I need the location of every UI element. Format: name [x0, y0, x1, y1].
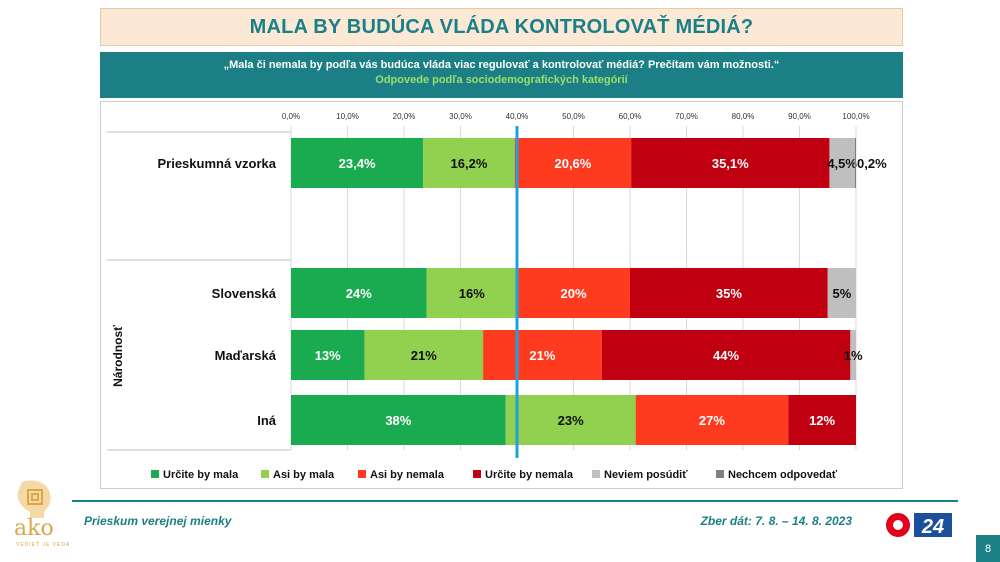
- bar-segment: [788, 395, 856, 445]
- bar-segment: [291, 268, 427, 318]
- bar-segment: [505, 395, 636, 445]
- x-tick-label: 20,0%: [393, 112, 416, 121]
- x-tick-label: 90,0%: [788, 112, 811, 121]
- data-label: 13%: [315, 348, 341, 363]
- x-tick-label: 10,0%: [336, 112, 359, 121]
- x-tick-label: 70,0%: [675, 112, 698, 121]
- ako-logo-tagline: VEDIEŤ JE VEDA: [16, 542, 71, 548]
- data-label: 1%: [844, 348, 863, 363]
- tv24-logo-text: 24: [921, 516, 944, 538]
- data-label: 44%: [713, 348, 739, 363]
- legend-label: Neviem posúdiť: [604, 469, 688, 481]
- question-banner: „Mala či nemala by podľa vás budúca vlád…: [100, 52, 903, 98]
- category-label: Prieskumná vzorka: [157, 156, 276, 171]
- question-subtitle: Odpovede podľa sociodemografických kateg…: [375, 74, 628, 86]
- footer-divider: [72, 500, 958, 502]
- bar-segment: [630, 268, 828, 318]
- bar-segment: [827, 268, 856, 318]
- data-label: 5%: [832, 286, 851, 301]
- legend-swatch: [716, 470, 724, 478]
- x-tick-label: 0,0%: [282, 112, 300, 121]
- data-label: 23%: [558, 413, 584, 428]
- legend-label: Určite by nemala: [485, 469, 574, 481]
- group-label: Národnosť: [111, 325, 125, 387]
- question-text: „Mala či nemala by podľa vás budúca vlád…: [223, 59, 780, 71]
- bar-segment: [423, 138, 515, 188]
- bar-segment: [364, 330, 484, 380]
- data-label: 4,5%: [827, 156, 857, 171]
- data-label: 24%: [346, 286, 372, 301]
- bar-segment: [854, 138, 856, 188]
- bar-segment: [291, 395, 506, 445]
- bar-segment: [291, 330, 365, 380]
- legend-swatch: [261, 470, 269, 478]
- legend-label: Asi by mala: [273, 469, 335, 481]
- legend-label: Nechcem odpovedať: [728, 469, 838, 481]
- page-number: 8: [976, 535, 1000, 562]
- data-label: 0,2%: [857, 156, 887, 171]
- bar-segment: [601, 330, 851, 380]
- legend-swatch: [358, 470, 366, 478]
- ako-logo-icon: [17, 480, 51, 518]
- survey-label: Prieskum verejnej mienky: [84, 514, 232, 528]
- data-label: 12%: [809, 413, 835, 428]
- data-label: 38%: [385, 413, 411, 428]
- bar-segment: [850, 330, 856, 380]
- data-label: 35%: [716, 286, 742, 301]
- bar-segment: [514, 138, 632, 188]
- page-title: MALA BY BUDÚCA VLÁDA KONTROLOVAŤ MÉDIÁ?: [249, 15, 754, 38]
- x-tick-label: 100,0%: [842, 112, 869, 121]
- legend-swatch: [473, 470, 481, 478]
- x-tick-label: 60,0%: [619, 112, 642, 121]
- bar-segment: [426, 268, 517, 318]
- legend-label: Určite by mala: [163, 469, 239, 481]
- data-label: 21%: [529, 348, 555, 363]
- data-label: 16,2%: [451, 156, 488, 171]
- bar-segment: [483, 330, 602, 380]
- bar-segment: [635, 395, 789, 445]
- category-label: Slovenská: [212, 286, 277, 301]
- x-tick-label: 50,0%: [562, 112, 585, 121]
- bar-segment: [291, 138, 424, 188]
- chart-frame: 0,0% 10,0% 20,0% 30,0% 40,0% 50,0% 60,0% 70,0% 8…: [100, 101, 903, 489]
- data-label: 20,6%: [554, 156, 591, 171]
- data-label: 23,4%: [339, 156, 376, 171]
- ako-logo-text: ako: [14, 516, 54, 541]
- data-label: 16%: [459, 286, 485, 301]
- legend-label: Asi by nemala: [370, 469, 445, 481]
- category-label: Maďarská: [215, 348, 277, 363]
- data-label: 27%: [699, 413, 725, 428]
- tv24-logo-icon: 24: [886, 513, 952, 538]
- data-label: 20%: [560, 286, 586, 301]
- legend-swatch: [592, 470, 600, 478]
- stacked-bar-chart: 0,0% 10,0% 20,0% 30,0% 40,0% 50,0% 60,0% 70,0% 8…: [107, 112, 887, 481]
- data-label: 35,1%: [712, 156, 749, 171]
- title-banner: MALA BY BUDÚCA VLÁDA KONTROLOVAŤ MÉDIÁ?: [100, 8, 903, 46]
- legend-swatch: [151, 470, 159, 478]
- x-tick-label: 40,0%: [506, 112, 529, 121]
- category-label: Iná: [257, 413, 277, 428]
- x-tick-label: 30,0%: [449, 112, 472, 121]
- x-tick-label: 80,0%: [732, 112, 755, 121]
- bar-segment: [517, 268, 630, 318]
- bar-segment: [631, 138, 830, 188]
- data-label: 21%: [411, 348, 437, 363]
- bar-segment: [829, 138, 855, 188]
- collection-date: Zber dát: 7. 8. – 14. 8. 2023: [700, 514, 852, 528]
